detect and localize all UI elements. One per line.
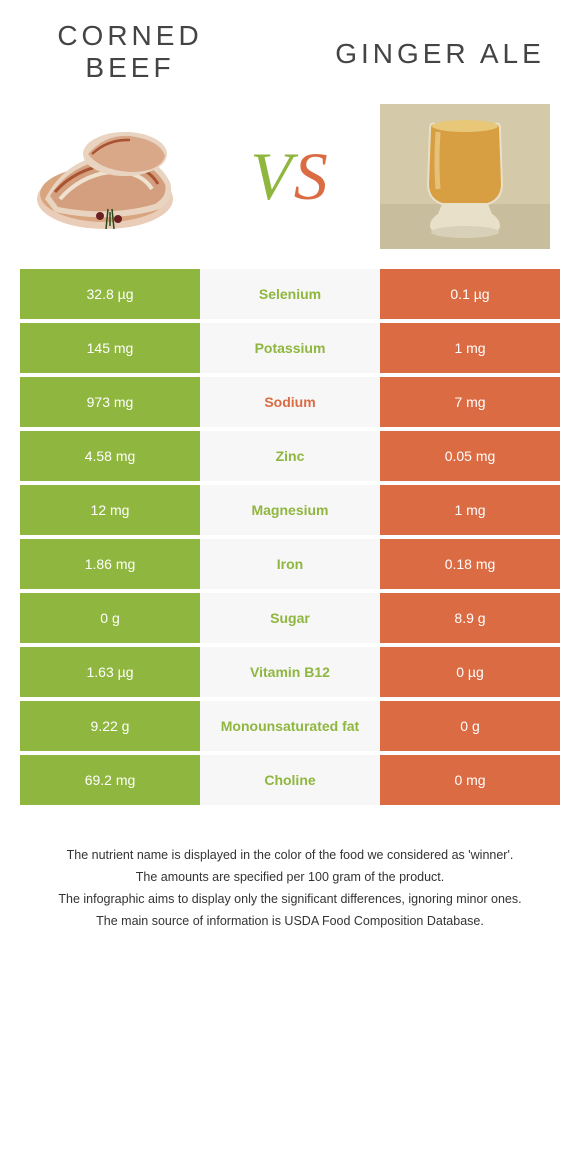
right-title: GINGER ALE: [335, 38, 545, 69]
caption-line4: The main source of information is USDA F…: [30, 911, 550, 931]
caption-line3: The infographic aims to display only the…: [30, 889, 550, 909]
table-row: 4.58 mgZinc0.05 mg: [20, 431, 560, 481]
left-value-cell: 4.58 mg: [20, 431, 200, 481]
right-value-cell: 0.1 µg: [380, 269, 560, 319]
right-value-cell: 8.9 g: [380, 593, 560, 643]
table-row: 973 mgSodium7 mg: [20, 377, 560, 427]
right-value-cell: 0.18 mg: [380, 539, 560, 589]
vs-v: V: [250, 138, 294, 214]
table-row: 1.86 mgIron0.18 mg: [20, 539, 560, 589]
right-value-cell: 0 g: [380, 701, 560, 751]
table-row: 32.8 µgSelenium0.1 µg: [20, 269, 560, 319]
right-value-cell: 1 mg: [380, 485, 560, 535]
table-row: 0 gSugar8.9 g: [20, 593, 560, 643]
corned-beef-image: [30, 104, 200, 249]
right-value-cell: 0 mg: [380, 755, 560, 805]
nutrient-label-cell: Selenium: [200, 269, 380, 319]
left-value-cell: 9.22 g: [20, 701, 200, 751]
table-row: 12 mgMagnesium1 mg: [20, 485, 560, 535]
left-value-cell: 32.8 µg: [20, 269, 200, 319]
left-value-cell: 145 mg: [20, 323, 200, 373]
right-food-title: GINGER ALE: [330, 38, 550, 70]
vs-label: VS: [250, 137, 330, 216]
nutrient-label-cell: Sodium: [200, 377, 380, 427]
left-food-title: CORNED BEEF: [30, 20, 230, 84]
table-row: 69.2 mgCholine0 mg: [20, 755, 560, 805]
nutrient-label-cell: Zinc: [200, 431, 380, 481]
vs-s: S: [294, 138, 330, 214]
nutrient-label-cell: Magnesium: [200, 485, 380, 535]
right-value-cell: 7 mg: [380, 377, 560, 427]
left-value-cell: 69.2 mg: [20, 755, 200, 805]
nutrient-label-cell: Choline: [200, 755, 380, 805]
left-value-cell: 12 mg: [20, 485, 200, 535]
nutrient-label-cell: Iron: [200, 539, 380, 589]
table-row: 145 mgPotassium1 mg: [20, 323, 560, 373]
left-value-cell: 973 mg: [20, 377, 200, 427]
nutrient-label-cell: Monounsaturated fat: [200, 701, 380, 751]
nutrient-table: 32.8 µgSelenium0.1 µg145 mgPotassium1 mg…: [20, 269, 560, 805]
caption: The nutrient name is displayed in the co…: [30, 845, 550, 931]
images-row: VS: [0, 94, 580, 269]
right-value-cell: 1 mg: [380, 323, 560, 373]
left-title-line2: BEEF: [85, 52, 174, 83]
ginger-ale-image: [380, 104, 550, 249]
left-value-cell: 1.86 mg: [20, 539, 200, 589]
nutrient-label-cell: Potassium: [200, 323, 380, 373]
caption-line1: The nutrient name is displayed in the co…: [30, 845, 550, 865]
table-row: 9.22 gMonounsaturated fat0 g: [20, 701, 560, 751]
caption-line2: The amounts are specified per 100 gram o…: [30, 867, 550, 887]
right-value-cell: 0.05 mg: [380, 431, 560, 481]
nutrient-label-cell: Sugar: [200, 593, 380, 643]
header: CORNED BEEF GINGER ALE: [0, 0, 580, 94]
left-value-cell: 0 g: [20, 593, 200, 643]
table-row: 1.63 µgVitamin B120 µg: [20, 647, 560, 697]
right-value-cell: 0 µg: [380, 647, 560, 697]
nutrient-label-cell: Vitamin B12: [200, 647, 380, 697]
left-value-cell: 1.63 µg: [20, 647, 200, 697]
left-title-line1: CORNED: [57, 20, 202, 51]
